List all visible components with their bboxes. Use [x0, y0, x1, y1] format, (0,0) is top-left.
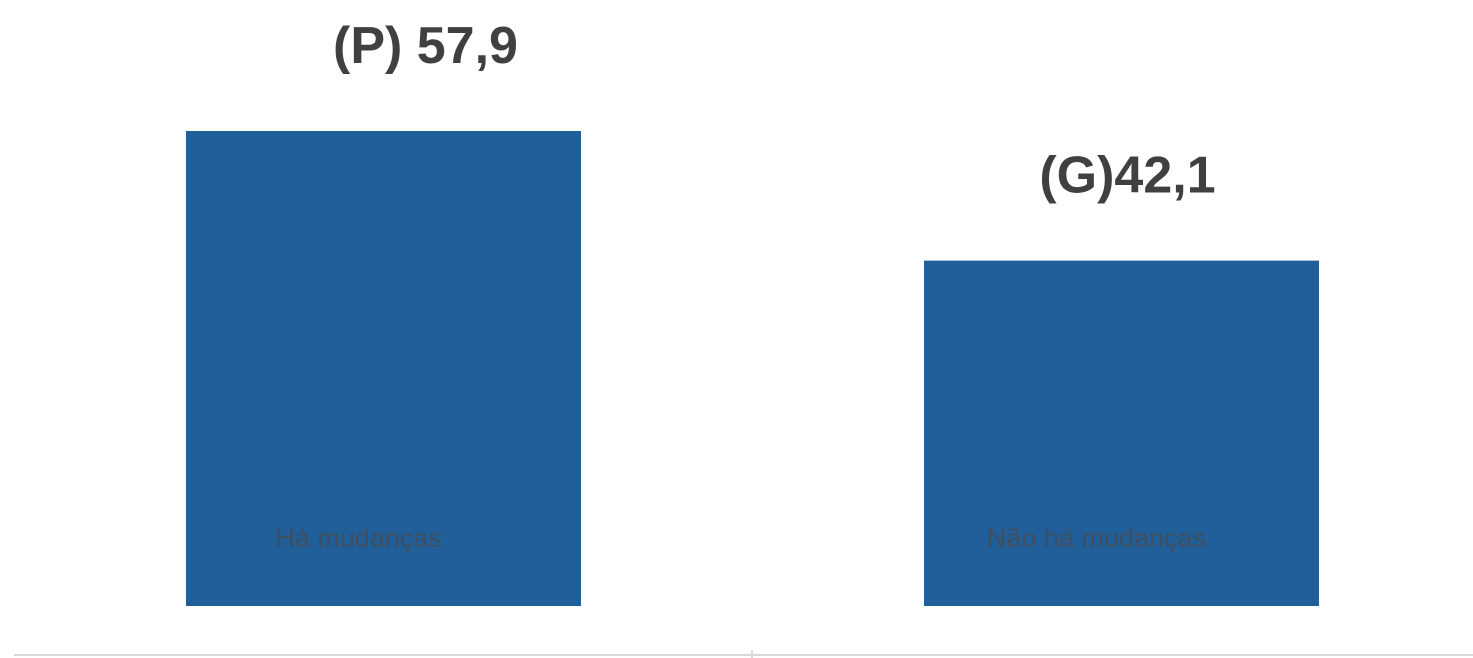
category-label-2: Não há mudanças — [987, 523, 1206, 553]
bar-2 — [924, 260, 1319, 606]
axis-layer — [14, 650, 1473, 658]
bars-layer — [186, 131, 1319, 606]
bar-1 — [186, 131, 581, 606]
data-label-2: (G)42,1 — [1039, 147, 1215, 205]
category-label-1: Há mudanças — [275, 523, 442, 553]
data-label-1: (P) 57,9 — [333, 17, 518, 75]
labels-layer: (P) 57,9 Há mudanças (G)42,1 Não há mudança… — [275, 17, 1215, 553]
